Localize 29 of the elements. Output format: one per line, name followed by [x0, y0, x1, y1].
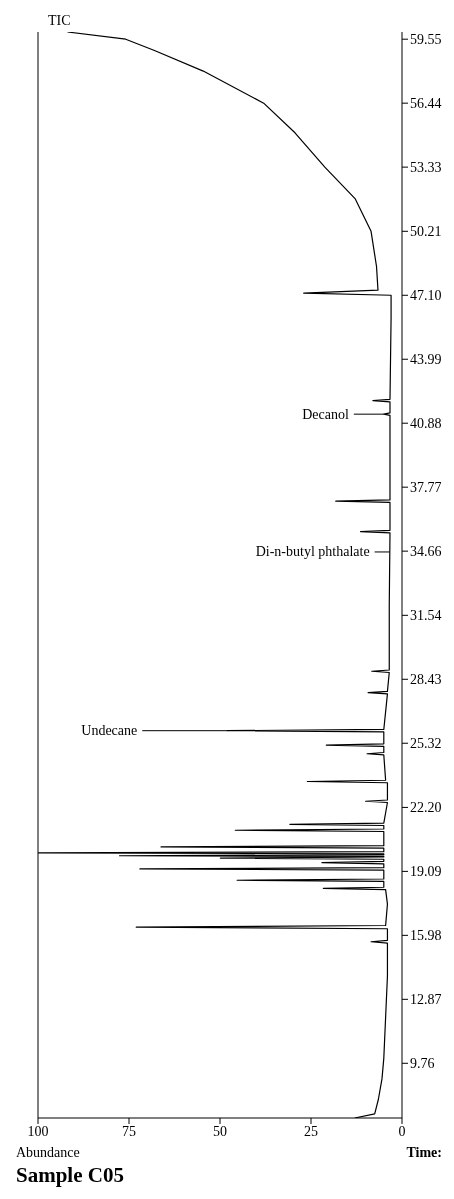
y-tick-label: 22.20 — [410, 800, 442, 816]
y-tick-label: 9.76 — [410, 1056, 435, 1072]
y-tick-label: 19.09 — [410, 864, 442, 880]
annotation: Di-n-butyl phthalate — [255, 544, 370, 560]
x-tick-label: 50 — [213, 1123, 227, 1139]
x-tick-label: 75 — [122, 1123, 136, 1139]
y-tick-label: 56.44 — [410, 96, 442, 112]
y-tick-label: 37.77 — [410, 480, 442, 496]
y-tick-label: 12.87 — [410, 992, 442, 1008]
x-axis-title: Time: — [406, 1144, 442, 1162]
y-tick-label: 53.33 — [410, 160, 442, 176]
annotation: Undecane — [81, 723, 138, 739]
annotation: Decanol — [302, 406, 349, 422]
y-tick-label: 59.55 — [410, 32, 442, 48]
y-tick-label: 34.66 — [410, 544, 442, 560]
y-tick-label: 47.10 — [410, 288, 442, 304]
y-tick-label: 43.99 — [410, 352, 442, 368]
x-tick-label: 0 — [398, 1123, 406, 1139]
y-tick-label: 25.32 — [410, 736, 442, 752]
y-tick-label: 50.21 — [410, 224, 442, 240]
text: TIC — [48, 12, 71, 30]
x-tick-label: 25 — [304, 1123, 318, 1139]
text: Sample C05 — [16, 1162, 124, 1188]
y-axis-title: Abundance — [16, 1144, 80, 1162]
y-tick-label: 40.88 — [410, 416, 442, 432]
x-tick-label: 100 — [27, 1123, 49, 1139]
y-tick-label: 31.54 — [410, 608, 442, 624]
y-tick-label: 28.43 — [410, 672, 442, 688]
y-tick-label: 15.98 — [410, 928, 442, 944]
